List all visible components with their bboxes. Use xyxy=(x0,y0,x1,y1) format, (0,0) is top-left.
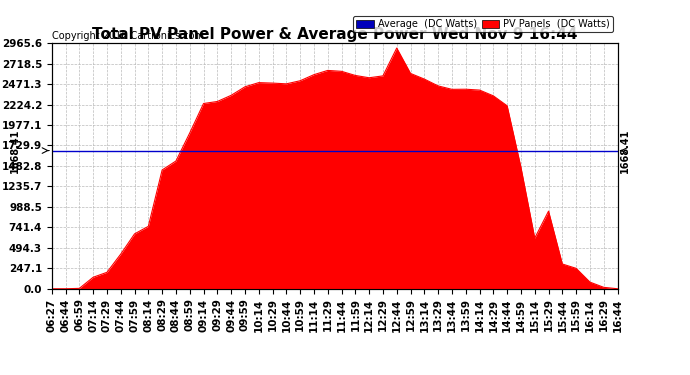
Text: Copyright 2016 Cartronics.com: Copyright 2016 Cartronics.com xyxy=(52,31,204,40)
Legend: Average  (DC Watts), PV Panels  (DC Watts): Average (DC Watts), PV Panels (DC Watts) xyxy=(353,16,613,32)
Text: 1668.41: 1668.41 xyxy=(10,128,20,173)
Title: Total PV Panel Power & Average Power Wed Nov 9 16:44: Total PV Panel Power & Average Power Wed… xyxy=(92,27,578,42)
